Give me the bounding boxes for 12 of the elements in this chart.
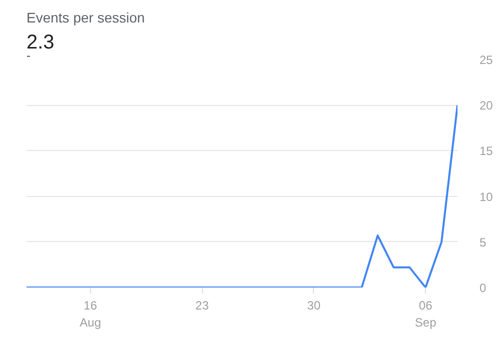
y-tick-label: 25: [480, 53, 494, 67]
y-tick-label: 15: [480, 144, 494, 158]
x-tick-label: 30: [307, 298, 321, 312]
y-tick-label: 0: [480, 281, 486, 295]
y-tick-label: 10: [480, 190, 494, 204]
chart-title: Events per session: [26, 10, 145, 26]
x-tick-label: 06 Sep: [414, 298, 437, 330]
line-series: [26, 104, 458, 288]
y-tick-label: 5: [480, 235, 486, 250]
x-tick-label: 16 Aug: [80, 298, 102, 330]
y-tick-label: 20: [480, 98, 494, 113]
x-tick-label: 23: [195, 298, 210, 312]
